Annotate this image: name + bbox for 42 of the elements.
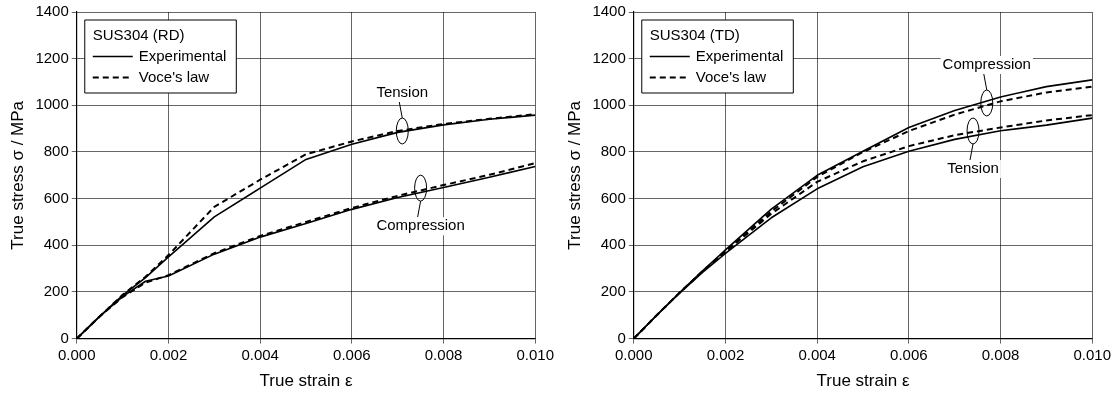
x-tick-label: 0.002 [149, 345, 188, 363]
y-tick-label: 1200 [592, 48, 626, 66]
y-tick-label: 200 [43, 282, 69, 300]
x-tick-label: 0.006 [890, 345, 928, 363]
legend-label: Voce's law [695, 67, 767, 85]
legend-label: Experimental [695, 46, 784, 64]
x-tick-label: 0.008 [981, 345, 1020, 363]
legend-label: Experimental [138, 46, 227, 64]
y-tick-label: 200 [600, 282, 626, 300]
y-tick-label: 1400 [35, 2, 69, 20]
x-axis-title: True strain ε [259, 371, 353, 391]
y-tick-label: 1200 [35, 48, 69, 66]
x-tick-label: 0.006 [333, 345, 371, 363]
annotation: Tension [947, 159, 999, 177]
legend-title: SUS304 (RD) [92, 25, 185, 43]
annotation: Compression [376, 216, 465, 234]
y-tick-label: 1000 [592, 95, 626, 113]
x-tick-label: 0.008 [424, 345, 463, 363]
x-tick-label: 0.004 [798, 345, 836, 363]
annotation: Tension [376, 83, 429, 101]
x-tick-label: 0.010 [516, 345, 555, 363]
legend-label: Voce's law [138, 67, 210, 85]
legend-title: SUS304 (TD) [649, 25, 740, 43]
x-tick-label: 0.004 [241, 345, 279, 363]
y-tick-label: 0 [60, 328, 69, 346]
x-axis-title: True strain ε [816, 371, 910, 391]
y-tick-label: 600 [43, 188, 69, 206]
y-tick-label: 600 [600, 188, 626, 206]
y-tick-label: 400 [43, 235, 69, 253]
y-axis-title: True stress σ / MPa [564, 100, 584, 250]
y-tick-label: 800 [43, 142, 69, 160]
x-tick-label: 0.010 [1073, 345, 1112, 363]
y-axis-title: True stress σ / MPa [7, 100, 27, 250]
y-tick-label: 800 [600, 142, 626, 160]
x-tick-label: 0.000 [615, 345, 653, 363]
y-tick-label: 400 [600, 235, 626, 253]
x-tick-label: 0.002 [706, 345, 745, 363]
x-tick-label: 0.000 [58, 345, 96, 363]
annotation: Compression [942, 55, 1031, 73]
y-tick-label: 0 [617, 328, 626, 346]
y-tick-label: 1000 [35, 95, 69, 113]
y-tick-label: 1400 [592, 2, 626, 20]
